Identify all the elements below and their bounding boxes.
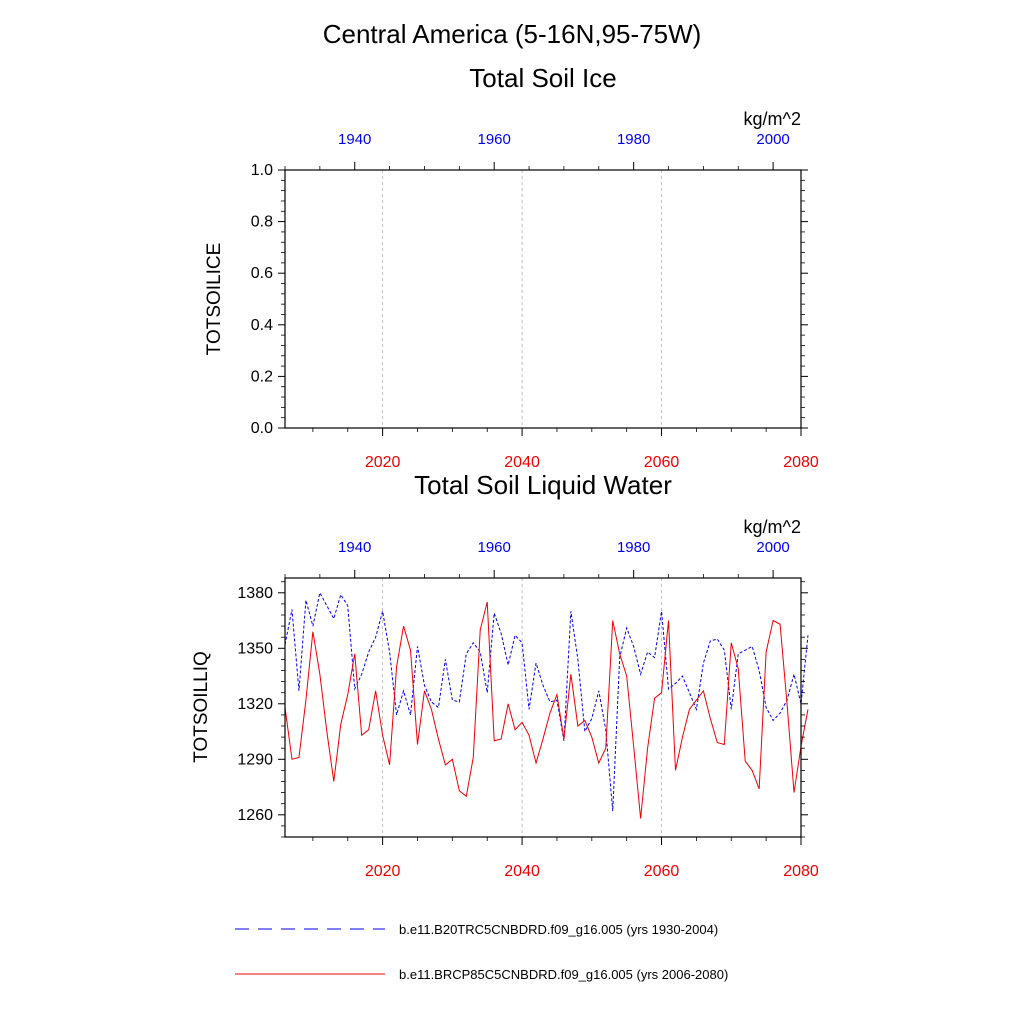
y-axis-label: TOTSOILLIQ bbox=[191, 651, 212, 763]
units-label: kg/m^2 bbox=[744, 517, 801, 537]
x-bottom-tick-label: 2060 bbox=[644, 454, 680, 471]
panel-title: Total Soil Ice bbox=[469, 63, 616, 93]
x-bottom-tick-label: 2080 bbox=[783, 454, 819, 471]
y-tick-label: 1320 bbox=[237, 696, 273, 713]
panel-title: Total Soil Liquid Water bbox=[414, 470, 672, 500]
y-tick-label: 1290 bbox=[237, 751, 273, 768]
x-bottom-tick-label: 2020 bbox=[365, 863, 401, 880]
units-label: kg/m^2 bbox=[744, 109, 801, 129]
x-top-tick-label: 2000 bbox=[756, 539, 789, 556]
y-tick-label: 1260 bbox=[237, 807, 273, 824]
y-tick-label: 0.0 bbox=[251, 420, 273, 437]
panel-total-soil-ice: Total Soil Ice kg/m^2 TOTSOILICE 0.00.20… bbox=[204, 63, 819, 471]
x-top-tick-label: 1960 bbox=[478, 539, 511, 556]
x-top-tick-label: 2000 bbox=[756, 131, 789, 148]
y-tick-label: 1350 bbox=[237, 640, 273, 657]
x-top-tick-label: 1940 bbox=[338, 131, 371, 148]
series-line-projection bbox=[284, 601, 809, 819]
y-tick-label: 0.4 bbox=[251, 317, 273, 334]
y-tick-label: 0.8 bbox=[251, 214, 273, 231]
x-bottom-tick-label: 2040 bbox=[504, 454, 540, 471]
x-bottom-tick-label: 2080 bbox=[783, 863, 819, 880]
y-tick-label: 1380 bbox=[237, 585, 273, 602]
panel-total-soil-liquid-water: Total Soil Liquid Water kg/m^2 TOTSOILLI… bbox=[191, 470, 819, 880]
x-bottom-tick-label: 2040 bbox=[504, 863, 540, 880]
main-title: Central America (5-16N,95-75W) bbox=[323, 19, 702, 49]
legend-item-historical: b.e11.B20TRC5CNBDRD.f09_g16.005 (yrs 193… bbox=[235, 922, 718, 937]
series-line-historical bbox=[284, 591, 809, 812]
y-tick-label: 0.6 bbox=[251, 265, 273, 282]
legend-label: b.e11.BRCP85C5CNBDRD.f09_g16.005 (yrs 20… bbox=[399, 967, 728, 982]
x-top-tick-label: 1940 bbox=[338, 539, 371, 556]
plot-frame bbox=[284, 577, 802, 838]
y-tick-label: 0.2 bbox=[251, 368, 273, 385]
x-bottom-tick-label: 2060 bbox=[644, 863, 680, 880]
y-axis-label: TOTSOILICE bbox=[204, 243, 225, 356]
y-tick-label: 1.0 bbox=[251, 162, 273, 179]
x-top-tick-label: 1980 bbox=[617, 131, 650, 148]
legend: b.e11.B20TRC5CNBDRD.f09_g16.005 (yrs 193… bbox=[235, 922, 728, 982]
x-top-tick-label: 1960 bbox=[478, 131, 511, 148]
legend-item-projection: b.e11.BRCP85C5CNBDRD.f09_g16.005 (yrs 20… bbox=[235, 967, 728, 982]
x-bottom-tick-label: 2020 bbox=[365, 454, 401, 471]
plot-area: 1260 1290 1320 1350 1380 2020 2040 2060 2080 1940… bbox=[237, 539, 818, 880]
legend-label: b.e11.B20TRC5CNBDRD.f09_g16.005 (yrs 193… bbox=[399, 922, 718, 937]
x-top-tick-label: 1980 bbox=[617, 539, 650, 556]
plot-frame bbox=[284, 169, 802, 429]
plot-area: 0.0 0.2 0.4 0.6 0.8 1.0 2020 2040 2060 2080 1940 19… bbox=[251, 131, 819, 471]
